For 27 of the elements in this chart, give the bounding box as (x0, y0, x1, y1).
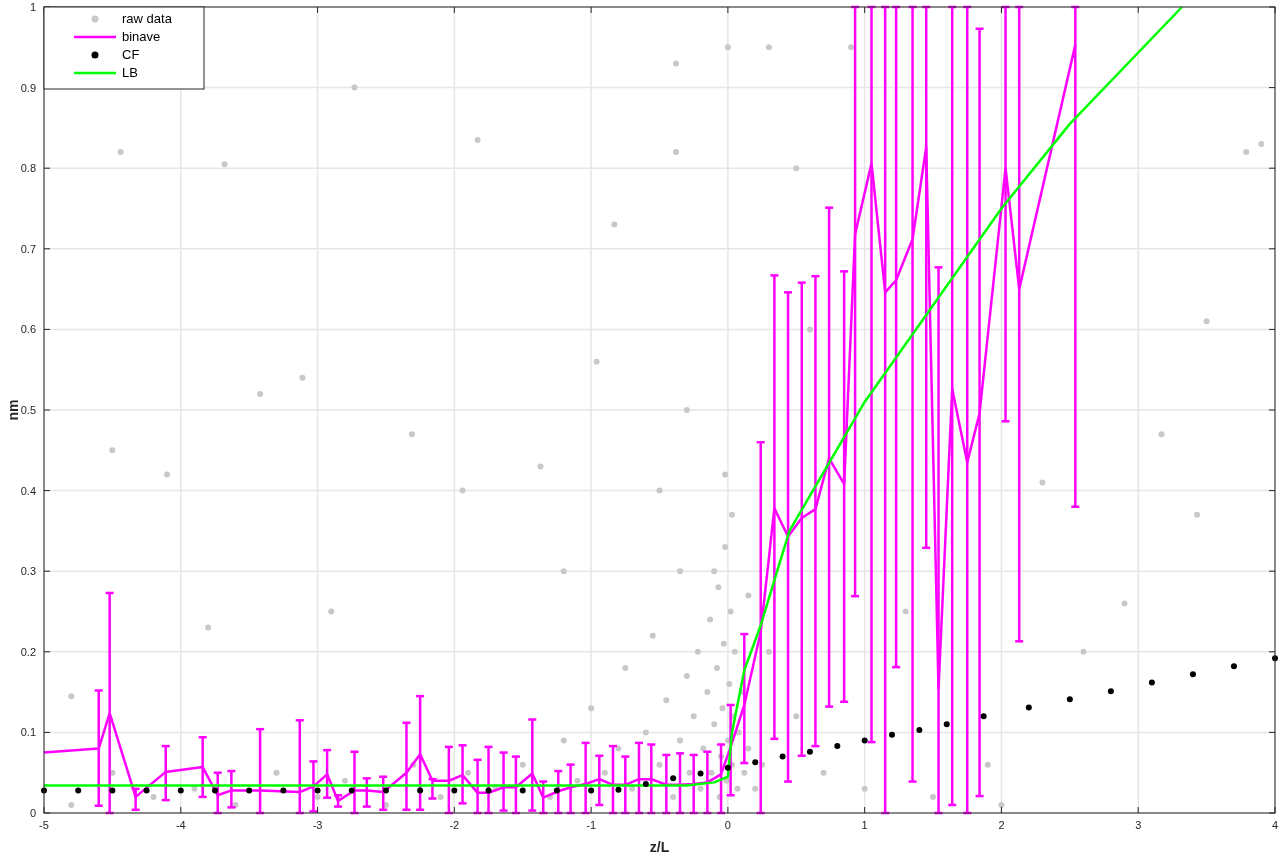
y-tick-label: 0.3 (20, 565, 36, 578)
y-tick-label: 0.7 (20, 242, 36, 255)
x-tick-label: 4 (1271, 819, 1279, 831)
x-tick-label: 3 (1135, 819, 1142, 831)
x-axis-title: z/L (649, 839, 670, 855)
y-tick-label: 0.9 (20, 81, 36, 94)
y-tick-label: 0.6 (20, 323, 36, 336)
x-tick-label: -3 (312, 819, 323, 831)
legend-label: CF (122, 47, 140, 62)
y-tick-label: 0.2 (20, 645, 36, 658)
x-tick-label: -5 (39, 819, 49, 831)
legend-label: raw data (122, 11, 173, 26)
y-tick-label: 0 (29, 807, 36, 819)
y-tick-label: 0.5 (20, 404, 36, 416)
y-axis-title: nm (5, 399, 21, 421)
x-tick-label: 2 (998, 819, 1005, 831)
x-tick-label: -2 (449, 819, 460, 831)
x-tick-label: 1 (861, 819, 868, 831)
y-tick-label: 0.1 (20, 726, 36, 739)
x-tick-label: 0 (724, 819, 731, 831)
y-tick-label: 1 (29, 1, 36, 13)
legend-label: LB (122, 65, 138, 80)
x-tick-label: -4 (175, 819, 186, 831)
y-tick-label: 0.4 (20, 484, 36, 497)
x-tick-label: -1 (586, 819, 596, 831)
legend-label: binave (122, 29, 161, 44)
y-tick-label: 0.8 (20, 162, 36, 175)
